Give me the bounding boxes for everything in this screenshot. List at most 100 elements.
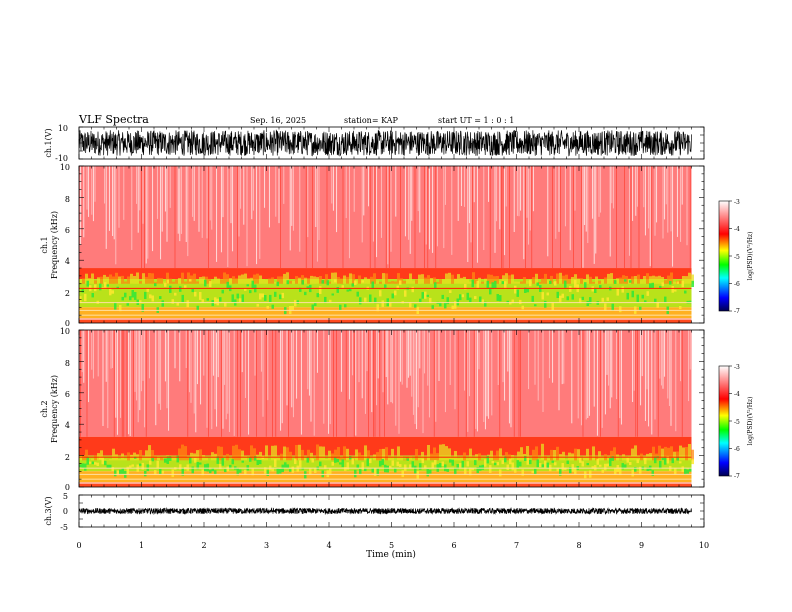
spectrogram-blob xyxy=(476,280,479,289)
spectrogram-edge xyxy=(118,276,121,284)
spectrogram-blob xyxy=(389,465,392,468)
spectrogram-blob xyxy=(521,305,524,310)
spectrogram-blob xyxy=(596,458,599,465)
spectrogram-blob xyxy=(521,469,524,476)
spectrogram-edge xyxy=(577,449,580,461)
spectrogram-edge xyxy=(178,448,181,461)
spectrogram-blob xyxy=(496,294,499,301)
spectrogram-edge xyxy=(568,278,571,284)
spectrogram-blob xyxy=(449,459,452,463)
spectrogram-blob xyxy=(394,467,397,473)
spectrogram-edge xyxy=(334,449,337,461)
spectrogram-edge xyxy=(472,457,475,461)
spectrogram-blob xyxy=(111,290,114,294)
spectrogram-edge xyxy=(271,277,274,284)
spectrogram-edge xyxy=(91,458,94,461)
spectrogram-edge xyxy=(376,280,379,284)
spectrogram-blob xyxy=(164,458,167,463)
spectrogram-blob xyxy=(536,282,539,286)
spectrogram-edge xyxy=(481,281,484,284)
spectrogram-blob xyxy=(271,304,274,309)
spectrogram-edge xyxy=(382,448,385,461)
spectrogram-edge xyxy=(139,450,142,461)
spectrogram-blob xyxy=(579,298,582,304)
spectrogram-edge xyxy=(643,276,646,284)
spectrogram-blob xyxy=(199,292,202,300)
spectrogram-blob xyxy=(96,462,99,466)
spectrogram-edge xyxy=(538,281,541,284)
spectrogram-edge xyxy=(193,273,196,284)
spectrogram-edge xyxy=(265,445,268,461)
spectrogram-blob xyxy=(309,468,312,475)
spectrogram-blob xyxy=(216,298,219,306)
spectrogram-edge xyxy=(187,456,190,461)
spectrogram-edge xyxy=(118,459,121,461)
spectrogram-blob xyxy=(384,284,387,288)
spectrogram-blob xyxy=(616,287,619,296)
spectrogram-blob xyxy=(174,292,177,296)
spectrogram-edge xyxy=(517,451,520,461)
spectrogram-blob xyxy=(479,296,482,302)
spectrogram-blob xyxy=(621,286,624,293)
spectrogram-blob xyxy=(341,459,344,468)
ch1-freq-tick-0: 0 xyxy=(65,319,70,328)
spectrogram-blob xyxy=(121,296,124,301)
spectrogram-edge xyxy=(205,457,208,461)
spectrogram-edge xyxy=(526,280,529,284)
spectrogram-edge xyxy=(466,279,469,284)
spectrogram-blob xyxy=(324,465,327,469)
spectrogram-edge xyxy=(451,274,454,284)
spectrogram-edge xyxy=(337,277,340,284)
spectrogram-blob xyxy=(639,466,642,474)
spectrogram-blob xyxy=(449,290,452,293)
spectrogram-blob xyxy=(651,470,654,476)
spectrogram-edge xyxy=(298,444,301,461)
ch1-waveform-trace xyxy=(78,129,692,157)
spectrogram-blob xyxy=(291,466,294,473)
spectrogram-blob xyxy=(661,282,664,287)
spectrogram-edge xyxy=(187,272,190,284)
ch1-waveform-ticks xyxy=(78,126,705,160)
spectrogram-blob xyxy=(201,299,204,303)
ch1-freq-tick-10: 10 xyxy=(60,163,70,172)
time-axis-tick-labels: 0 1 2 3 4 5 6 7 8 9 10 xyxy=(76,541,709,550)
spectrogram-edge xyxy=(316,444,319,461)
spectrogram-edge xyxy=(379,449,382,461)
spectrogram-blob xyxy=(346,462,349,470)
spectrogram-edge xyxy=(313,459,316,461)
spectrogram-blob xyxy=(239,298,242,303)
spectrogram-blob xyxy=(144,291,147,299)
spectrogram-blob xyxy=(346,289,349,292)
spectrogram-blob xyxy=(286,280,289,285)
spectrogram-blob xyxy=(656,302,659,308)
spectrogram-edge xyxy=(457,274,460,284)
spectrogram-edge xyxy=(364,277,367,284)
spectrogram-blob xyxy=(584,282,587,289)
spectrogram-edge xyxy=(85,449,88,461)
spectrogram-edge xyxy=(145,276,148,284)
spectrogram-edge xyxy=(388,281,391,284)
spectrogram-edge xyxy=(184,281,187,284)
spectrogram-blob xyxy=(681,280,684,288)
spectrogram-blob xyxy=(86,457,89,465)
spectrogram-edge xyxy=(226,274,229,284)
spectrogram-blob xyxy=(666,456,669,464)
spectrogram-blob xyxy=(516,289,519,297)
spectrogram-blob xyxy=(304,291,307,296)
spectrogram-blob xyxy=(524,287,527,293)
spectrogram-blob xyxy=(581,461,584,467)
spectrogram-blob xyxy=(444,301,447,309)
spectrogram-edge xyxy=(295,276,298,284)
spectrogram-edge xyxy=(532,449,535,461)
spectrogram-edge xyxy=(658,445,661,461)
waveform-line xyxy=(78,507,692,516)
spectrogram-blob xyxy=(454,467,457,475)
spectrogram-blob xyxy=(654,456,657,464)
spectrogram-blob xyxy=(171,469,174,477)
spectrogram-edge xyxy=(592,281,595,284)
spectrogram-blob xyxy=(379,290,382,297)
spectrogram-edge xyxy=(415,279,418,284)
spectrogram-edge xyxy=(328,281,331,284)
spectrogram-edge xyxy=(139,281,142,284)
spectrogram-edge xyxy=(412,280,415,284)
